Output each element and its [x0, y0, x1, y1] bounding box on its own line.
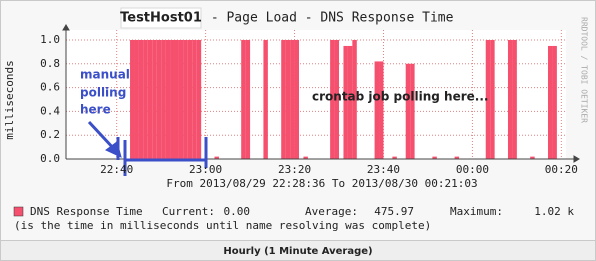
bar	[290, 40, 295, 159]
bar	[138, 40, 144, 159]
bar	[241, 40, 246, 159]
footer: Hourly (1 Minute Average)	[223, 246, 372, 257]
bar	[285, 40, 291, 159]
bar	[512, 40, 517, 159]
bar	[187, 40, 193, 159]
bar	[196, 40, 202, 159]
x-tick-label: 22:40	[100, 163, 133, 176]
legend-label: DNS Response Time	[30, 205, 143, 218]
bar	[547, 45, 553, 160]
y-tick-label: 0.2	[40, 128, 60, 141]
manual-markers	[87, 120, 208, 176]
x-tick-label: 00:20	[545, 163, 578, 176]
y-tick-label: 1.0	[40, 33, 60, 46]
chart-subtitle: - Page Load - DNS Response Time	[203, 11, 454, 26]
annotation-crontab: crontab job polling here...	[312, 90, 488, 104]
bar	[392, 156, 397, 159]
y-tick-label: 0.0	[40, 152, 60, 165]
bar	[152, 40, 157, 159]
bar	[405, 63, 411, 159]
bar	[374, 61, 380, 159]
bar	[410, 63, 415, 159]
legend-current-label: Current:	[162, 205, 215, 218]
bar	[294, 40, 299, 159]
bar	[263, 40, 268, 159]
bar	[134, 40, 139, 159]
bar	[343, 45, 348, 160]
legend-maximum: 1.02 k	[534, 205, 574, 218]
x-tick-label: 00:00	[456, 163, 489, 176]
legend-maximum-label: Maximum:	[450, 205, 503, 218]
bar	[165, 40, 171, 159]
bar	[214, 156, 219, 159]
y-tick-label: 0.6	[40, 81, 60, 94]
bar	[174, 40, 179, 159]
bar	[454, 156, 460, 159]
legend-average: 475.97	[374, 205, 414, 218]
bar	[379, 61, 384, 159]
bar	[170, 40, 175, 159]
y-tick-label: 0.4	[40, 104, 60, 117]
bar	[147, 40, 153, 159]
time-range: From 2013/08/29 22:28:36 To 2013/08/30 0…	[166, 177, 477, 190]
bar	[183, 40, 188, 159]
bar	[143, 40, 148, 159]
annotation-manual: polling	[80, 86, 126, 100]
y-arrow	[62, 24, 70, 31]
x-arrow	[573, 155, 580, 163]
x-tick-label: 23:40	[367, 163, 400, 176]
x-tick-label: 23:00	[189, 163, 222, 176]
bar	[552, 45, 557, 160]
comment: (is the time in milliseconds until name …	[14, 219, 431, 232]
bar	[245, 40, 251, 159]
legend-average-label: Average:	[305, 205, 358, 218]
bar	[352, 40, 357, 159]
bar	[303, 156, 308, 159]
bar	[330, 40, 335, 159]
annotation-manual: here	[80, 103, 111, 117]
arrow-shaft	[87, 120, 117, 152]
chart-title: TestHost01	[120, 11, 202, 26]
watermark: RRDTOOL / TOBI OETIKER	[580, 17, 589, 123]
bar	[281, 40, 286, 159]
x-tick-label: 23:20	[278, 163, 311, 176]
bar	[334, 40, 340, 159]
bar	[178, 40, 184, 159]
bar	[490, 40, 495, 159]
bar	[130, 40, 135, 159]
bar	[507, 40, 513, 159]
bar	[530, 156, 535, 159]
bar	[161, 40, 166, 159]
bar	[347, 45, 353, 160]
annotation-manual: manual	[80, 68, 130, 82]
bar	[432, 156, 437, 159]
legend-swatch	[13, 206, 24, 217]
y-tick-label: 0.8	[40, 57, 60, 70]
title-box	[120, 7, 202, 29]
y-axis-label: milliseconds	[3, 60, 16, 139]
legend-current: 0.00	[224, 205, 251, 218]
bar	[485, 40, 491, 159]
bar	[156, 40, 162, 159]
bar	[192, 40, 197, 159]
